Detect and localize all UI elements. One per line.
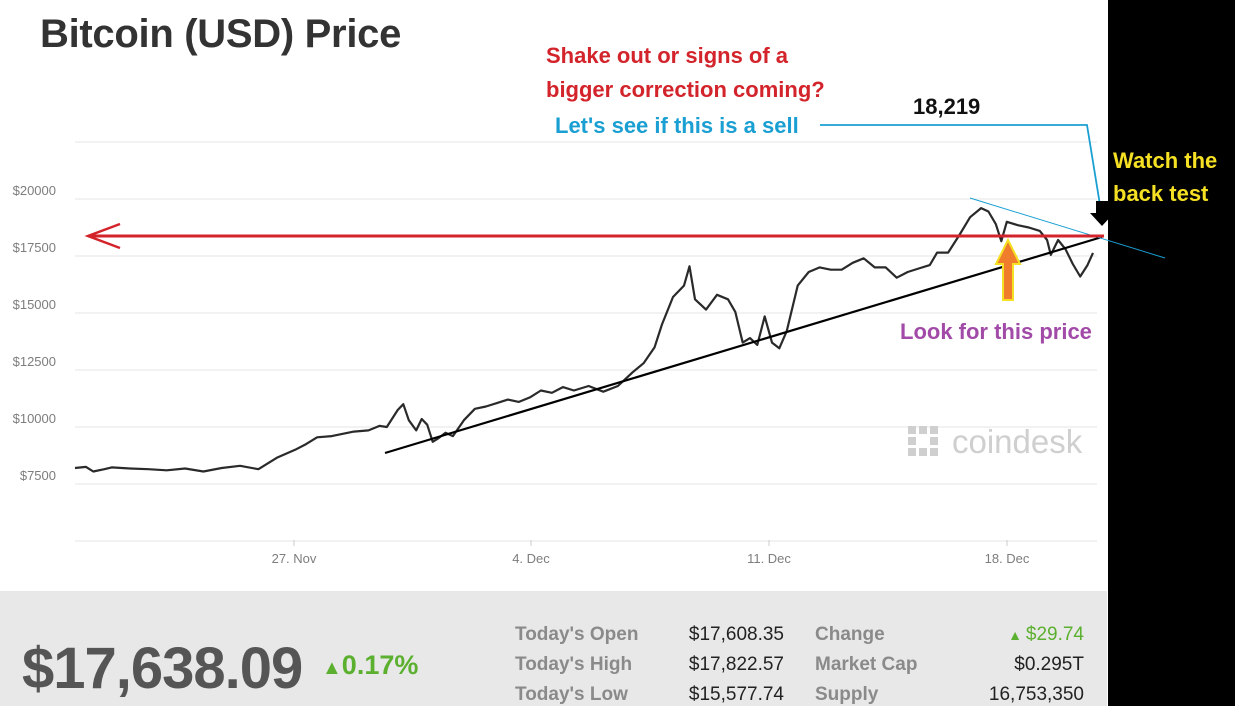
left-arrow-icon (84, 222, 121, 250)
stat-value-change: ▲ $29.74 (960, 624, 1084, 646)
x-tick-label: 18. Dec (985, 551, 1030, 566)
y-axis: $20000 $17500 $15000 $12500 $10000 $7500 (13, 183, 56, 483)
price-level-label: 18,219 (913, 94, 980, 119)
uptrend-line (384, 235, 1103, 455)
change-amount: $29.74 (1025, 624, 1084, 645)
watermark-text: coindesk (952, 423, 1083, 460)
grid-lines (75, 141, 1097, 542)
sell-note: Let's see if this is a sell (555, 113, 799, 138)
x-axis: 27. Nov 4. Dec 11. Dec 18. Dec (272, 540, 1030, 566)
backtest-line-2: back test (1113, 181, 1209, 206)
y-tick-label: $10000 (13, 411, 56, 426)
y-tick-label: $20000 (13, 183, 56, 198)
stat-value-supply: 16,753,350 (988, 684, 1084, 705)
coindesk-logo-icon (908, 426, 938, 456)
down-arrow-icon (1090, 201, 1114, 226)
current-price: $17,638.09 (22, 636, 303, 701)
price-change-pct: 0.17% (341, 650, 419, 680)
downtrend-line (969, 197, 1166, 259)
price-series-line (74, 207, 1095, 473)
stat-label-change: Change (815, 624, 885, 645)
stat-label-high: Today's High (515, 654, 633, 675)
sell-connector-line (820, 124, 1101, 206)
stat-value-marketcap: $0.295T (1014, 654, 1084, 675)
stats-panel (0, 591, 1107, 706)
chart-title: Bitcoin (USD) Price (40, 12, 402, 56)
triangle-up-icon: ▲ (1008, 627, 1026, 643)
stat-label-open: Today's Open (515, 624, 639, 645)
backtest-line-1: Watch the (1113, 148, 1217, 173)
y-tick-label: $17500 (13, 240, 56, 255)
question-line-1: Shake out or signs of a (546, 43, 789, 68)
stat-label-marketcap: Market Cap (815, 654, 918, 675)
x-tick-label: 27. Nov (272, 551, 317, 566)
x-tick-label: 4. Dec (512, 551, 550, 566)
y-tick-label: $12500 (13, 354, 56, 369)
stat-value-low: $15,577.74 (688, 684, 784, 705)
stat-label-supply: Supply (815, 684, 879, 705)
x-tick-label: 11. Dec (747, 551, 791, 566)
triangle-up-icon: ▲ (322, 657, 342, 679)
coindesk-watermark: coindesk (908, 423, 1083, 460)
stat-label-low: Today's Low (515, 684, 628, 705)
price-change: ▲0.17% (322, 650, 418, 681)
up-arrow-icon (994, 237, 1022, 301)
question-line-2: bigger correction coming? (546, 77, 825, 102)
right-black-panel (1108, 0, 1235, 706)
look-note: Look for this price (900, 319, 1092, 344)
stat-value-high: $17,822.57 (688, 654, 784, 675)
stat-value-open: $17,608.35 (688, 624, 784, 645)
y-tick-label: $15000 (13, 297, 56, 312)
y-tick-label: $7500 (20, 468, 56, 483)
